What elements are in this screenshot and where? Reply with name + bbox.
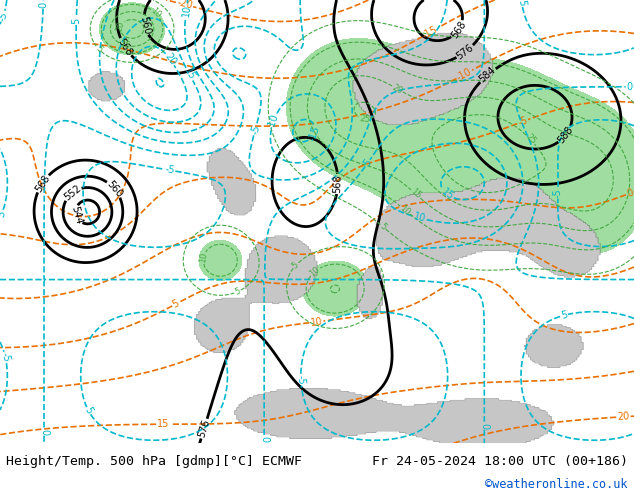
Text: 568: 568 bbox=[450, 19, 468, 40]
Text: 10: 10 bbox=[181, 3, 192, 17]
Text: -20: -20 bbox=[176, 0, 193, 11]
Text: 560: 560 bbox=[105, 179, 124, 199]
Text: 5: 5 bbox=[560, 310, 568, 321]
Text: 5: 5 bbox=[71, 18, 81, 24]
Text: ©weatheronline.co.uk: ©weatheronline.co.uk bbox=[485, 478, 628, 490]
Text: -5: -5 bbox=[249, 123, 262, 135]
Text: -5: -5 bbox=[553, 188, 563, 198]
Text: 544: 544 bbox=[69, 205, 83, 225]
Text: 5: 5 bbox=[362, 158, 373, 169]
Text: 15: 15 bbox=[119, 40, 131, 51]
Text: 0: 0 bbox=[39, 429, 49, 435]
Text: 568: 568 bbox=[116, 37, 134, 58]
Text: -15: -15 bbox=[307, 124, 321, 143]
Text: 15: 15 bbox=[182, 66, 197, 82]
Text: 15: 15 bbox=[157, 419, 169, 429]
Text: 20: 20 bbox=[115, 21, 127, 33]
Text: 5: 5 bbox=[233, 287, 242, 297]
Text: 568: 568 bbox=[33, 173, 51, 194]
Text: -5: -5 bbox=[0, 352, 11, 363]
Text: 10: 10 bbox=[308, 265, 322, 278]
Text: 0: 0 bbox=[479, 422, 489, 429]
Text: -10: -10 bbox=[455, 66, 474, 82]
Text: 25: 25 bbox=[524, 132, 537, 147]
Text: -5: -5 bbox=[164, 165, 175, 176]
Text: Fr 24-05-2024 18:00 UTC (00+186): Fr 24-05-2024 18:00 UTC (00+186) bbox=[372, 455, 628, 467]
Text: 5: 5 bbox=[517, 0, 527, 7]
Text: 0: 0 bbox=[259, 436, 269, 442]
Text: 5: 5 bbox=[93, 44, 103, 54]
Text: -15: -15 bbox=[421, 24, 440, 40]
Text: -5: -5 bbox=[0, 10, 10, 23]
Text: -10: -10 bbox=[266, 113, 281, 131]
Text: 10: 10 bbox=[149, 6, 163, 20]
Text: 10: 10 bbox=[413, 212, 427, 224]
Text: 15: 15 bbox=[439, 187, 455, 202]
Text: Height/Temp. 500 hPa [gdmp][°C] ECMWF: Height/Temp. 500 hPa [gdmp][°C] ECMWF bbox=[6, 455, 302, 467]
Text: -5: -5 bbox=[516, 115, 529, 128]
Text: 25: 25 bbox=[359, 114, 370, 124]
Text: 576: 576 bbox=[197, 418, 212, 439]
Text: 10: 10 bbox=[198, 252, 209, 264]
Text: 0: 0 bbox=[38, 1, 48, 8]
Text: 10: 10 bbox=[398, 203, 412, 217]
Text: 5: 5 bbox=[378, 222, 388, 232]
Text: 560: 560 bbox=[138, 15, 152, 35]
Text: 584: 584 bbox=[477, 65, 498, 85]
Text: 10: 10 bbox=[310, 316, 323, 327]
Text: 5: 5 bbox=[82, 406, 94, 416]
Text: 20: 20 bbox=[617, 412, 630, 422]
Text: 552: 552 bbox=[62, 183, 83, 202]
Text: 568: 568 bbox=[333, 174, 343, 194]
Text: 0: 0 bbox=[625, 188, 634, 199]
Text: 20: 20 bbox=[162, 51, 178, 67]
Text: 5: 5 bbox=[0, 209, 8, 219]
Text: 5: 5 bbox=[171, 298, 181, 310]
Text: 576: 576 bbox=[455, 42, 476, 61]
Text: 0: 0 bbox=[626, 82, 633, 92]
Text: 5: 5 bbox=[290, 261, 301, 270]
Text: 20: 20 bbox=[391, 82, 404, 96]
Text: 15: 15 bbox=[409, 187, 422, 201]
Text: 588: 588 bbox=[556, 124, 576, 146]
Text: -5: -5 bbox=[295, 374, 306, 385]
